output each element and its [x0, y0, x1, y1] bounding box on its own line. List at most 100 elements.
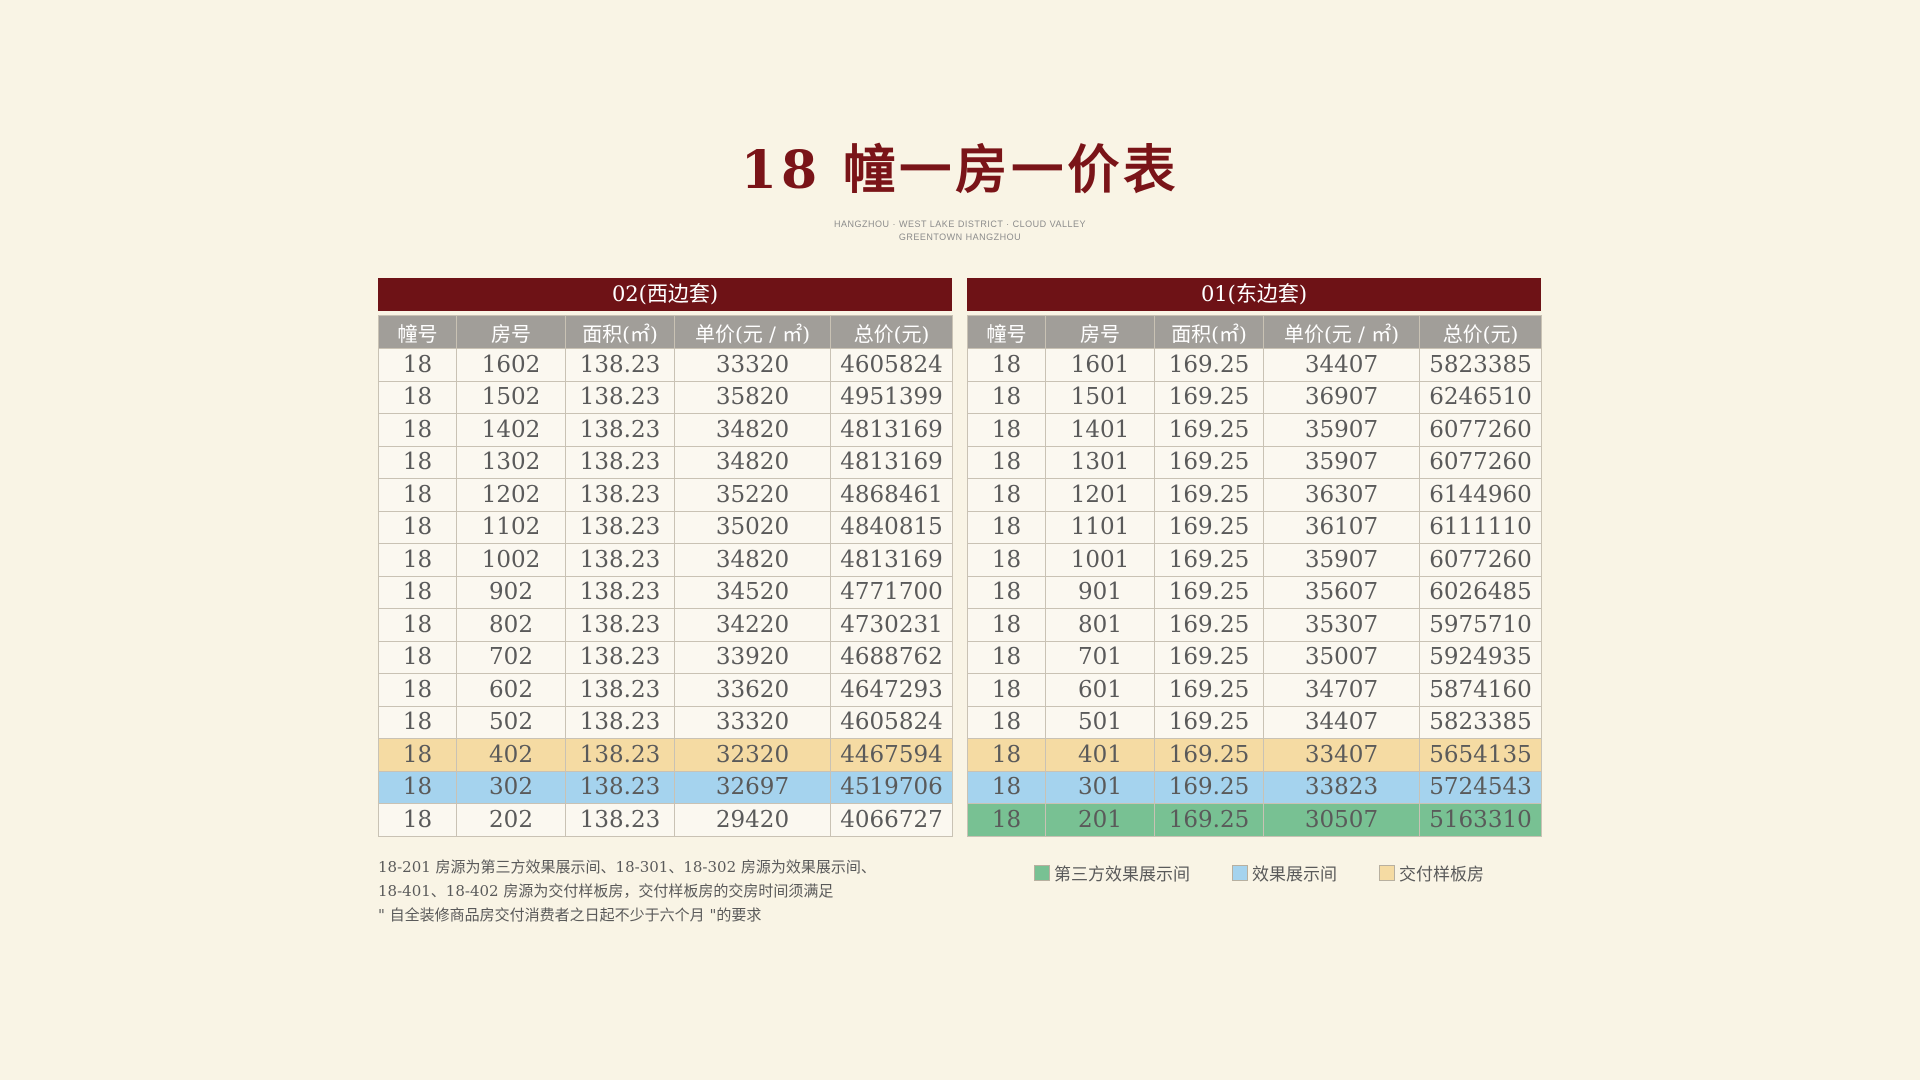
table-row: 18 201 169.25 30507 5163310	[967, 803, 1542, 837]
legend-swatch-third-party	[1034, 864, 1050, 881]
cell-unit-price: 34220	[674, 608, 831, 642]
cell-building: 18	[967, 543, 1046, 577]
cell-unit-price: 34520	[674, 575, 831, 609]
cell-unit-price: 35020	[674, 510, 831, 544]
cell-building: 18	[378, 413, 457, 447]
legend-label-third-party: 第三方效果展示间	[1054, 865, 1190, 885]
cell-area: 138.23	[565, 510, 675, 544]
table-row: 18 502 138.23 33320 4605824	[378, 705, 953, 739]
cell-unit-price: 36907	[1263, 380, 1420, 414]
table-row: 18 701 169.25 35007 5924935	[967, 640, 1542, 674]
west-unit-panel: 02(西边套) 幢号 房号 面积(㎡) 单价(元 / ㎡) 总价(元) 18 16…	[378, 278, 953, 837]
cell-building: 18	[967, 770, 1046, 804]
cell-room: 1101	[1045, 510, 1155, 544]
cell-total-price: 5975710	[1419, 608, 1542, 642]
cell-total-price: 4605824	[830, 705, 953, 739]
cell-area: 138.23	[565, 738, 675, 772]
cell-room: 1602	[456, 348, 566, 382]
cell-area: 138.23	[565, 770, 675, 804]
footnote: 18-201 房源为第三方效果展示间、18-301、18-302 房源为效果展示…	[378, 855, 938, 927]
cell-area: 138.23	[565, 705, 675, 739]
cell-building: 18	[378, 510, 457, 544]
cell-building: 18	[967, 478, 1046, 512]
subtitle-line-2: GREENTOWN HANGZHOU	[898, 232, 1022, 242]
cell-unit-price: 33320	[674, 705, 831, 739]
cell-building: 18	[967, 445, 1046, 479]
cell-area: 169.25	[1154, 543, 1264, 577]
column-header-area: 面积(㎡)	[1154, 315, 1264, 349]
table-row: 18 1102 138.23 35020 4840815	[378, 510, 953, 544]
cell-total-price: 4840815	[830, 510, 953, 544]
cell-area: 138.23	[565, 348, 675, 382]
cell-area: 138.23	[565, 803, 675, 837]
cell-total-price: 4813169	[830, 413, 953, 447]
cell-building: 18	[378, 380, 457, 414]
cell-unit-price: 34820	[674, 543, 831, 577]
cell-total-price: 4519706	[830, 770, 953, 804]
cell-total-price: 6077260	[1419, 445, 1542, 479]
table-header-row: 幢号 房号 面积(㎡) 单价(元 / ㎡) 总价(元)	[378, 315, 953, 349]
cell-area: 169.25	[1154, 413, 1264, 447]
table-row: 18 1501 169.25 36907 6246510	[967, 380, 1542, 414]
table-row: 18 1402 138.23 34820 4813169	[378, 413, 953, 447]
cell-unit-price: 35820	[674, 380, 831, 414]
cell-building: 18	[967, 673, 1046, 707]
cell-area: 138.23	[565, 380, 675, 414]
cell-area: 169.25	[1154, 803, 1264, 837]
cell-building: 18	[378, 738, 457, 772]
cell-room: 502	[456, 705, 566, 739]
cell-area: 138.23	[565, 445, 675, 479]
cell-total-price: 4868461	[830, 478, 953, 512]
cell-building: 18	[378, 640, 457, 674]
cell-room: 901	[1045, 575, 1155, 609]
cell-total-price: 5823385	[1419, 705, 1542, 739]
cell-total-price: 4813169	[830, 445, 953, 479]
cell-area: 169.25	[1154, 770, 1264, 804]
column-header-building: 幢号	[967, 315, 1046, 349]
cell-unit-price: 29420	[674, 803, 831, 837]
legend-item-showroom: 效果展示间	[1232, 860, 1337, 885]
legend-item-third-party: 第三方效果展示间	[1034, 860, 1190, 885]
cell-area: 169.25	[1154, 640, 1264, 674]
cell-total-price: 5924935	[1419, 640, 1542, 674]
cell-unit-price: 33320	[674, 348, 831, 382]
cell-area: 169.25	[1154, 738, 1264, 772]
cell-unit-price: 32697	[674, 770, 831, 804]
cell-room: 1301	[1045, 445, 1155, 479]
table-row: 18 1101 169.25 36107 6111110	[967, 510, 1542, 544]
footnote-line-3: " 自全装修商品房交付消费者之日起不少于六个月 "的要求	[378, 906, 762, 924]
cell-unit-price: 35907	[1263, 445, 1420, 479]
legend-label-delivery-sample: 交付样板房	[1399, 865, 1484, 885]
cell-room: 202	[456, 803, 566, 837]
table-row: 18 1001 169.25 35907 6077260	[967, 543, 1542, 577]
cell-total-price: 5874160	[1419, 673, 1542, 707]
cell-unit-price: 36107	[1263, 510, 1420, 544]
table-row: 18 1401 169.25 35907 6077260	[967, 413, 1542, 447]
east-unit-header: 01(东边套)	[967, 278, 1541, 311]
table-row: 18 202 138.23 29420 4066727	[378, 803, 953, 837]
cell-area: 169.25	[1154, 445, 1264, 479]
cell-room: 402	[456, 738, 566, 772]
cell-building: 18	[967, 608, 1046, 642]
cell-area: 169.25	[1154, 575, 1264, 609]
cell-unit-price: 35307	[1263, 608, 1420, 642]
cell-area: 169.25	[1154, 478, 1264, 512]
table-row: 18 302 138.23 32697 4519706	[378, 770, 953, 804]
east-table-body: 18 1601 169.25 34407 5823385 18 1501 169.25 3690…	[967, 348, 1542, 837]
subtitle-line-1: HANGZHOU · WEST LAKE DISTRICT · CLOUD VA…	[833, 219, 1087, 229]
cell-area: 138.23	[565, 608, 675, 642]
cell-total-price: 5654135	[1419, 738, 1542, 772]
table-row: 18 601 169.25 34707 5874160	[967, 673, 1542, 707]
cell-room: 1102	[456, 510, 566, 544]
cell-room: 1202	[456, 478, 566, 512]
cell-building: 18	[378, 803, 457, 837]
cell-room: 301	[1045, 770, 1155, 804]
cell-total-price: 6077260	[1419, 543, 1542, 577]
cell-area: 169.25	[1154, 608, 1264, 642]
legend-item-delivery-sample: 交付样板房	[1379, 860, 1484, 885]
column-header-total-price: 总价(元)	[830, 315, 953, 349]
cell-room: 1501	[1045, 380, 1155, 414]
cell-room: 802	[456, 608, 566, 642]
cell-building: 18	[967, 413, 1046, 447]
column-header-building: 幢号	[378, 315, 457, 349]
